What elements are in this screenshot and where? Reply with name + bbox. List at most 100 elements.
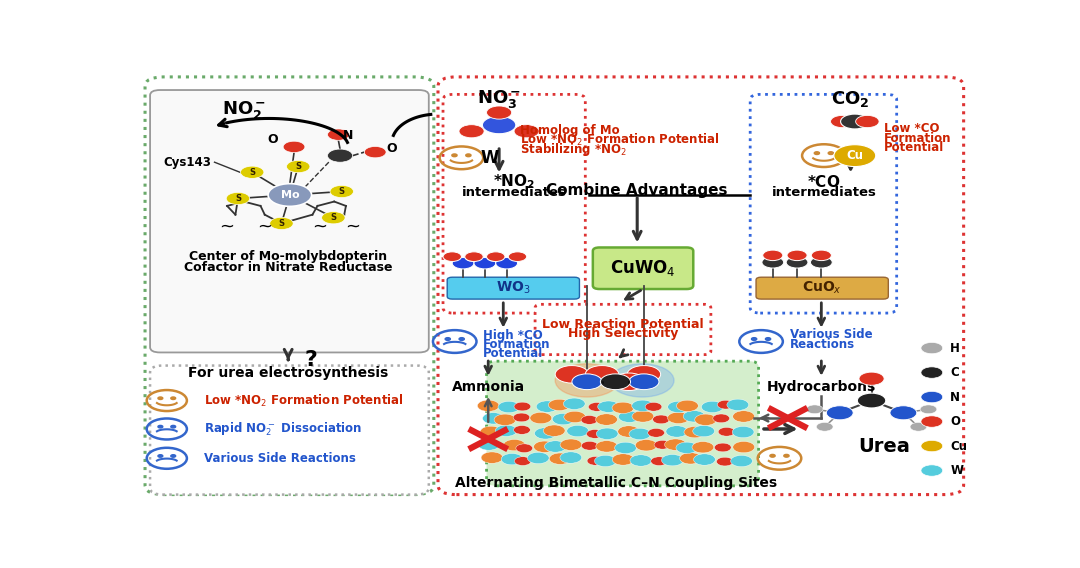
Circle shape xyxy=(171,397,176,399)
Circle shape xyxy=(921,440,943,452)
Circle shape xyxy=(453,257,474,269)
Text: Cys143: Cys143 xyxy=(163,156,211,169)
FancyBboxPatch shape xyxy=(443,94,585,313)
Text: Center of Mo-molybdopterin: Center of Mo-molybdopterin xyxy=(189,250,388,263)
Text: Various Side Reactions: Various Side Reactions xyxy=(204,452,355,465)
Circle shape xyxy=(494,414,516,425)
Circle shape xyxy=(828,152,834,154)
Circle shape xyxy=(555,366,589,383)
Circle shape xyxy=(679,453,701,464)
Text: H: H xyxy=(950,341,960,354)
Circle shape xyxy=(486,252,505,261)
Circle shape xyxy=(692,441,714,453)
Circle shape xyxy=(732,411,755,422)
FancyBboxPatch shape xyxy=(751,94,896,313)
Circle shape xyxy=(618,426,639,437)
Circle shape xyxy=(364,147,387,158)
Text: N: N xyxy=(950,391,960,403)
Circle shape xyxy=(596,441,618,452)
Text: WO$_3$: WO$_3$ xyxy=(496,280,530,296)
Circle shape xyxy=(464,252,483,261)
Text: S: S xyxy=(279,219,284,228)
Circle shape xyxy=(619,411,640,423)
Circle shape xyxy=(645,402,662,411)
Circle shape xyxy=(327,149,352,162)
Circle shape xyxy=(544,441,566,452)
Text: W: W xyxy=(950,464,963,477)
Text: $\mathbf{NO_3^-}$: $\mathbf{NO_3^-}$ xyxy=(477,88,522,110)
Circle shape xyxy=(474,257,496,269)
Circle shape xyxy=(564,411,585,423)
Text: $\mathbf{*NO_2}$: $\mathbf{*NO_2}$ xyxy=(492,173,536,191)
Circle shape xyxy=(543,425,565,436)
Text: For urea electrosynthesis: For urea electrosynthesis xyxy=(188,366,389,381)
FancyBboxPatch shape xyxy=(756,277,889,299)
Text: O: O xyxy=(387,142,397,155)
Circle shape xyxy=(459,125,484,138)
Circle shape xyxy=(692,425,715,437)
Circle shape xyxy=(716,457,733,466)
Circle shape xyxy=(715,443,731,452)
Text: CuWO$_4$: CuWO$_4$ xyxy=(610,258,676,278)
Circle shape xyxy=(632,411,653,422)
Circle shape xyxy=(501,453,523,465)
Circle shape xyxy=(226,193,249,204)
Circle shape xyxy=(445,337,450,340)
Circle shape xyxy=(684,411,705,422)
Circle shape xyxy=(921,465,943,476)
Text: High Selectivity: High Selectivity xyxy=(568,327,678,340)
Text: $\mathbf{NO_2^-}$: $\mathbf{NO_2^-}$ xyxy=(221,99,266,121)
Circle shape xyxy=(268,183,312,206)
Circle shape xyxy=(535,428,556,439)
Text: ~: ~ xyxy=(219,218,234,236)
Circle shape xyxy=(807,405,823,414)
Circle shape xyxy=(270,218,293,229)
Circle shape xyxy=(718,427,734,436)
Text: Potential: Potential xyxy=(885,141,944,154)
Circle shape xyxy=(713,414,730,423)
Circle shape xyxy=(814,152,820,154)
Text: Cofactor in Nitrate Reductase: Cofactor in Nitrate Reductase xyxy=(184,261,392,274)
Text: S: S xyxy=(235,194,241,203)
Circle shape xyxy=(784,454,789,457)
Circle shape xyxy=(330,185,353,198)
Circle shape xyxy=(787,250,807,261)
Circle shape xyxy=(855,115,879,128)
Circle shape xyxy=(534,441,555,453)
Circle shape xyxy=(516,444,532,453)
Circle shape xyxy=(766,337,771,340)
FancyBboxPatch shape xyxy=(535,304,711,354)
FancyBboxPatch shape xyxy=(447,277,580,299)
Circle shape xyxy=(585,366,619,383)
Text: N: N xyxy=(343,130,353,143)
Text: Ammonia: Ammonia xyxy=(451,379,525,394)
Circle shape xyxy=(612,373,646,390)
Text: Cu: Cu xyxy=(847,149,863,162)
Text: $\mathbf{*CO}$: $\mathbf{*CO}$ xyxy=(807,174,840,190)
Circle shape xyxy=(816,423,833,431)
Circle shape xyxy=(921,367,943,378)
Text: Cu: Cu xyxy=(950,440,968,453)
Circle shape xyxy=(483,116,516,134)
Text: Low *NO$_2$ Formation Potential: Low *NO$_2$ Formation Potential xyxy=(521,132,719,148)
Text: Alternating Bimetallic C–N Coupling Sites: Alternating Bimetallic C–N Coupling Site… xyxy=(455,476,778,490)
Circle shape xyxy=(811,250,832,261)
Text: ?: ? xyxy=(305,350,318,370)
Circle shape xyxy=(481,452,503,463)
Circle shape xyxy=(158,397,163,399)
Circle shape xyxy=(171,455,176,457)
Circle shape xyxy=(732,427,754,438)
Circle shape xyxy=(727,399,748,411)
Circle shape xyxy=(327,129,349,140)
Circle shape xyxy=(666,426,688,437)
Circle shape xyxy=(481,426,502,437)
Circle shape xyxy=(595,414,618,425)
Text: ~: ~ xyxy=(346,218,360,236)
Text: Various Side: Various Side xyxy=(789,328,873,341)
Circle shape xyxy=(662,454,684,466)
Circle shape xyxy=(561,439,582,450)
Text: O: O xyxy=(268,132,279,145)
Circle shape xyxy=(652,415,670,424)
Circle shape xyxy=(629,428,651,440)
Circle shape xyxy=(514,425,530,435)
